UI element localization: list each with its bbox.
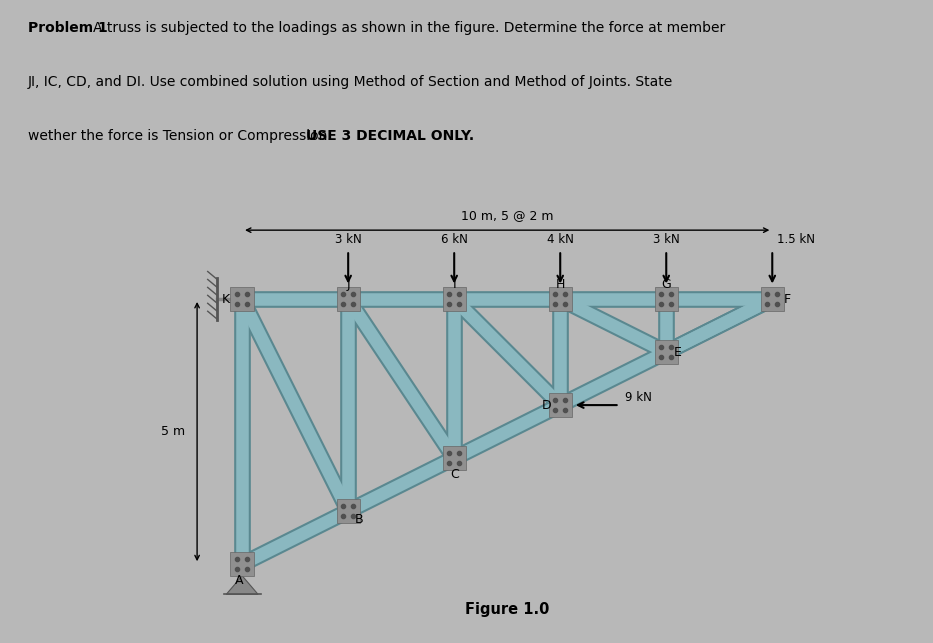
Text: 5 m: 5 m bbox=[161, 425, 186, 438]
Text: J: J bbox=[346, 278, 350, 291]
Bar bbox=[442, 446, 466, 470]
Text: C: C bbox=[450, 467, 459, 480]
Text: B: B bbox=[355, 512, 363, 525]
Text: A: A bbox=[235, 574, 244, 586]
Text: 1.5 kN: 1.5 kN bbox=[777, 233, 815, 246]
Text: E: E bbox=[674, 345, 682, 359]
Text: K: K bbox=[222, 293, 230, 305]
Bar bbox=[549, 287, 572, 311]
Bar bbox=[549, 394, 572, 417]
Text: D: D bbox=[542, 399, 551, 412]
Text: 3 kN: 3 kN bbox=[653, 233, 679, 246]
Bar bbox=[337, 500, 360, 523]
Bar bbox=[442, 287, 466, 311]
Text: G: G bbox=[661, 278, 671, 291]
Text: F: F bbox=[784, 293, 790, 305]
Bar bbox=[230, 552, 254, 575]
Text: H: H bbox=[555, 278, 564, 291]
Text: A truss is subjected to the loadings as shown in the figure. Determine the force: A truss is subjected to the loadings as … bbox=[93, 21, 726, 35]
Bar bbox=[760, 287, 784, 311]
Bar bbox=[230, 287, 254, 311]
Text: 6 kN: 6 kN bbox=[440, 233, 467, 246]
Bar bbox=[337, 287, 360, 311]
Text: 4 kN: 4 kN bbox=[547, 233, 574, 246]
Bar bbox=[655, 287, 678, 311]
Text: wether the force is Tension or Compression.: wether the force is Tension or Compressi… bbox=[28, 129, 336, 143]
Text: USE 3 DECIMAL ONLY.: USE 3 DECIMAL ONLY. bbox=[306, 129, 474, 143]
Polygon shape bbox=[226, 575, 258, 594]
Text: 9 kN: 9 kN bbox=[625, 391, 652, 404]
Text: JI, IC, CD, and DI. Use combined solution using Method of Section and Method of : JI, IC, CD, and DI. Use combined solutio… bbox=[28, 75, 674, 89]
Text: I: I bbox=[453, 278, 456, 291]
Text: 3 kN: 3 kN bbox=[335, 233, 362, 246]
Text: 10 m, 5 @ 2 m: 10 m, 5 @ 2 m bbox=[461, 209, 553, 222]
Text: Figure 1.0: Figure 1.0 bbox=[465, 602, 550, 617]
Text: Problem 1: Problem 1 bbox=[28, 21, 113, 35]
Bar bbox=[655, 340, 678, 364]
